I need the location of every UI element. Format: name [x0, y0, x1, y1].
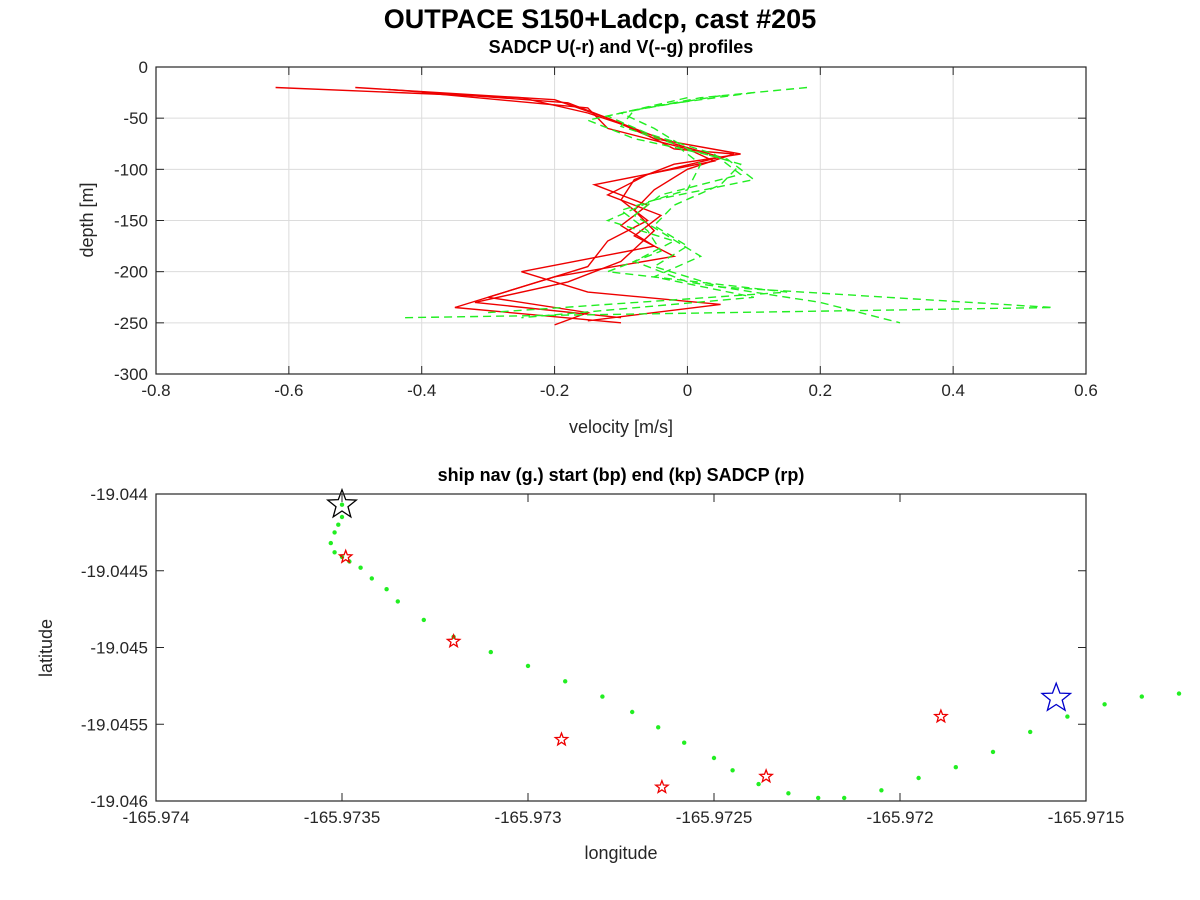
- ship-nav-point: [842, 795, 847, 801]
- u-profile-line: [421, 91, 721, 322]
- ship-nav-point: [332, 550, 337, 555]
- ship-nav-point: [1102, 702, 1107, 707]
- ship-nav-point: [916, 775, 921, 781]
- y-tick-label: -19.046: [90, 792, 148, 811]
- ship-nav-point: [656, 725, 661, 730]
- ship-nav-point: [630, 709, 635, 715]
- y-tick-label: -250: [114, 314, 148, 333]
- x-tick-label: -165.9715: [1048, 808, 1125, 827]
- ship-nav-point: [421, 617, 426, 623]
- ship-nav-point: [525, 663, 531, 669]
- ship-nav-point: [1028, 729, 1033, 735]
- nav-panel-title: ship nav (g.) start (bp) end (kp) SADCP …: [438, 465, 805, 485]
- profile-y-axis-label: depth [m]: [77, 182, 97, 257]
- x-tick-label: -0.6: [274, 381, 303, 400]
- nav-x-axis-label: longitude: [584, 843, 657, 863]
- profile-grid: [155, 66, 1087, 375]
- sadcp-star-marker: [932, 708, 949, 724]
- ship-nav-panel: ship nav (g.) start (bp) end (kp) SADCP …: [36, 465, 1182, 863]
- y-tick-label: -100: [114, 160, 148, 179]
- nav-y-axis-label: latitude: [36, 619, 56, 677]
- x-tick-label: 0.6: [1074, 381, 1098, 400]
- ship-nav-point: [395, 599, 400, 604]
- x-tick-label: -165.972: [866, 808, 933, 827]
- y-tick-label: -300: [114, 365, 148, 384]
- sadcp-star-marker: [337, 548, 354, 564]
- ship-nav-point: [711, 755, 717, 761]
- ship-nav-point: [600, 694, 605, 699]
- velocity-profile-panel: SADCP U(-r) and V(--g) profiles -0.8 -0.6…: [77, 37, 1098, 437]
- u-profile-line: [388, 88, 724, 326]
- x-tick-label: -0.4: [407, 381, 436, 400]
- y-tick-label: -50: [123, 109, 148, 128]
- ship-nav-point: [786, 791, 791, 796]
- x-tick-label: 0: [683, 381, 692, 400]
- sadcp-star-marker: [653, 778, 670, 794]
- ship-nav-point: [336, 522, 341, 527]
- ship-nav-point: [384, 587, 389, 592]
- x-tick-label: -165.9725: [676, 808, 753, 827]
- v-profile-line: [401, 86, 1053, 319]
- ship-nav-point: [953, 765, 958, 770]
- ship-nav-point: [816, 795, 821, 801]
- ship-nav-point: [756, 781, 761, 787]
- ship-nav-point: [1065, 714, 1070, 719]
- figure-title: OUTPACE S150+Ladcp, cast #205: [384, 4, 816, 34]
- sadcp-star-marker: [758, 768, 775, 784]
- profile-ticks: -0.8 -0.6 -0.4 -0.2 0 0.2 0.4 0.6 0 -50 -100 -150 -2…: [114, 58, 1098, 400]
- ship-nav-point: [563, 679, 568, 684]
- x-tick-label: -165.974: [122, 808, 189, 827]
- x-tick-label: 0.2: [808, 381, 832, 400]
- profile-x-axis-label: velocity [m/s]: [569, 417, 673, 437]
- ship-nav-point: [682, 740, 687, 745]
- x-tick-label: -0.2: [540, 381, 569, 400]
- nav-axes-frame: [155, 493, 1087, 802]
- nav-ticks: -165.974 -165.9735 -165.973 -165.9725 -165.9…: [81, 485, 1124, 827]
- x-tick-label: -165.973: [494, 808, 561, 827]
- y-tick-label: 0: [139, 58, 148, 77]
- ship-nav-point: [1176, 691, 1182, 696]
- y-tick-label: -19.045: [90, 639, 148, 658]
- sadcp-star-marker: [445, 633, 462, 649]
- y-tick-label: -19.044: [90, 485, 148, 504]
- profile-panel-title: SADCP U(-r) and V(--g) profiles: [489, 37, 754, 57]
- start-position-star: [1040, 681, 1073, 712]
- ship-nav-point: [1139, 694, 1145, 699]
- nav-points: [325, 487, 1182, 801]
- ship-nav-point: [328, 540, 333, 546]
- end-position-star: [325, 487, 359, 519]
- ship-nav-point: [730, 768, 735, 773]
- u-profile-line: [355, 86, 741, 324]
- v-profile-line: [488, 95, 788, 314]
- ship-nav-point: [369, 576, 374, 581]
- sadcp-star-marker: [553, 731, 570, 747]
- ship-nav-point: [879, 788, 884, 793]
- ship-nav-point: [488, 649, 493, 655]
- ship-nav-point: [339, 514, 345, 520]
- y-tick-label: -19.0455: [81, 715, 148, 734]
- x-tick-label: -0.8: [141, 381, 170, 400]
- v-profile-line: [521, 97, 755, 319]
- x-tick-label: 0.4: [941, 381, 965, 400]
- y-tick-label: -200: [114, 263, 148, 282]
- y-tick-label: -19.0445: [81, 562, 148, 581]
- ship-nav-point: [332, 530, 337, 535]
- ship-nav-point: [358, 565, 363, 570]
- y-tick-label: -150: [114, 212, 148, 231]
- ship-nav-point: [990, 749, 996, 755]
- u-profile-line: [275, 86, 735, 319]
- x-tick-label: -165.9735: [304, 808, 381, 827]
- profile-series: [275, 86, 1053, 326]
- ship-nav-point: [339, 502, 345, 507]
